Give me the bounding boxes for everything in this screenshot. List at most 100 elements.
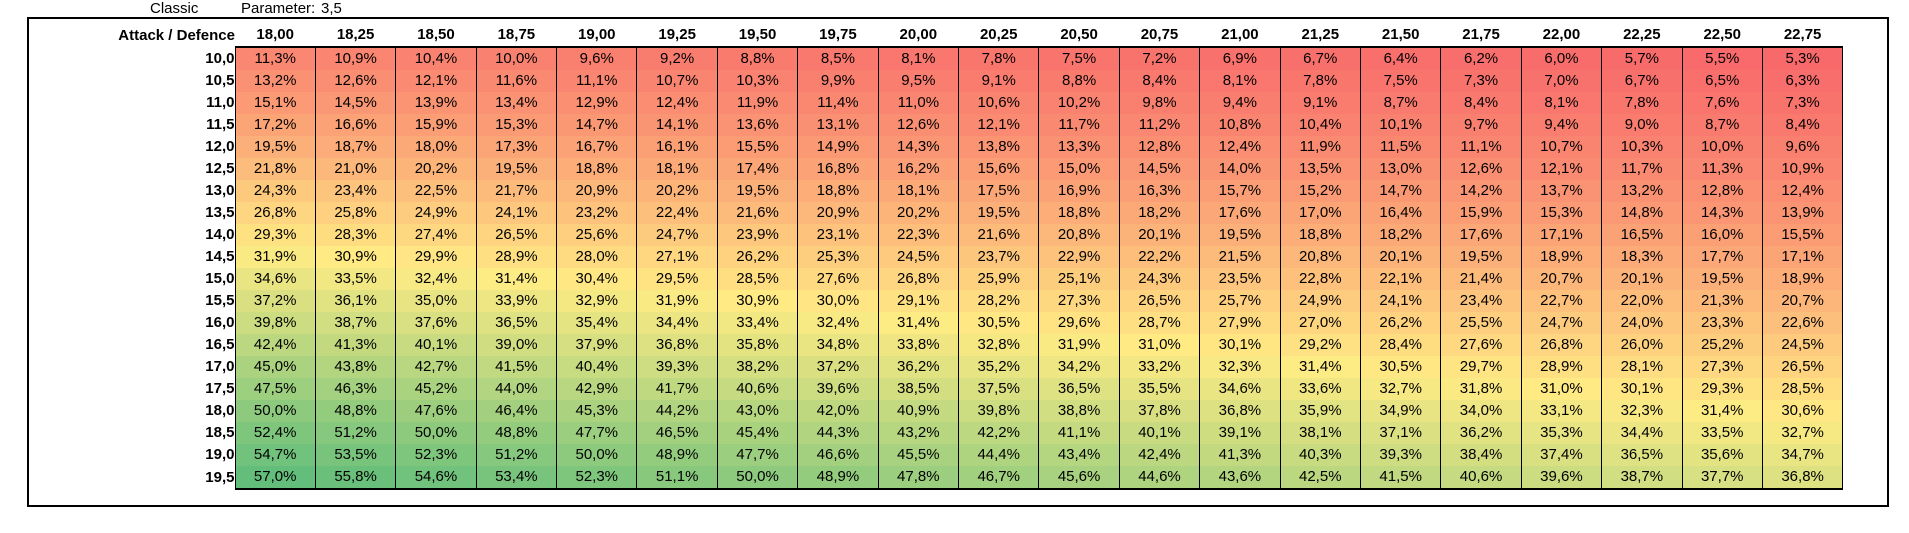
table-cell[interactable]: 12,8% bbox=[1118, 136, 1201, 158]
table-cell[interactable]: 20,1% bbox=[1601, 268, 1683, 290]
table-cell[interactable]: 5,3% bbox=[1761, 47, 1844, 70]
table-cell[interactable]: 11,3% bbox=[1681, 158, 1763, 180]
table-cell[interactable]: 38,2% bbox=[716, 356, 799, 378]
table-cell[interactable]: 41,5% bbox=[475, 356, 558, 378]
table-cell[interactable]: 53,4% bbox=[475, 466, 558, 490]
table-cell[interactable]: 8,7% bbox=[1359, 92, 1442, 114]
table-cell[interactable]: 16,0% bbox=[1681, 224, 1763, 246]
table-cell[interactable]: 36,5% bbox=[1601, 444, 1683, 466]
table-cell[interactable]: 39,3% bbox=[636, 356, 718, 378]
table-cell[interactable]: 29,1% bbox=[877, 290, 960, 312]
table-cell[interactable]: 18,1% bbox=[877, 180, 960, 202]
table-cell[interactable]: 26,0% bbox=[1601, 334, 1683, 356]
table-cell[interactable]: 13,1% bbox=[797, 114, 879, 136]
table-cell[interactable]: 17,6% bbox=[1440, 224, 1522, 246]
table-cell[interactable]: 36,8% bbox=[636, 334, 718, 356]
table-cell[interactable]: 17,7% bbox=[1681, 246, 1763, 268]
table-cell[interactable]: 52,3% bbox=[395, 444, 477, 466]
table-cell[interactable]: 52,4% bbox=[234, 422, 316, 444]
table-cell[interactable]: 15,3% bbox=[1520, 202, 1603, 224]
table-cell[interactable]: 42,0% bbox=[797, 400, 879, 422]
table-cell[interactable]: 27,0% bbox=[1279, 312, 1361, 334]
table-cell[interactable]: 14,3% bbox=[877, 136, 960, 158]
table-cell[interactable]: 47,7% bbox=[556, 422, 638, 444]
table-cell[interactable]: 32,4% bbox=[395, 268, 477, 290]
table-cell[interactable]: 12,4% bbox=[636, 92, 718, 114]
table-cell[interactable]: 25,9% bbox=[958, 268, 1040, 290]
table-cell[interactable]: 6,7% bbox=[1601, 70, 1683, 92]
table-cell[interactable]: 18,8% bbox=[797, 180, 879, 202]
table-cell[interactable]: 19,5% bbox=[475, 158, 558, 180]
table-cell[interactable]: 27,3% bbox=[1038, 290, 1120, 312]
table-cell[interactable]: 37,2% bbox=[797, 356, 879, 378]
table-cell[interactable]: 38,1% bbox=[1279, 422, 1361, 444]
table-cell[interactable]: 11,3% bbox=[234, 47, 316, 70]
table-cell[interactable]: 21,6% bbox=[958, 224, 1040, 246]
table-cell[interactable]: 14,8% bbox=[1601, 202, 1683, 224]
table-cell[interactable]: 31,4% bbox=[877, 312, 960, 334]
table-cell[interactable]: 35,9% bbox=[1279, 400, 1361, 422]
table-cell[interactable]: 22,2% bbox=[1118, 246, 1201, 268]
table-cell[interactable]: 34,8% bbox=[797, 334, 879, 356]
table-cell[interactable]: 36,1% bbox=[314, 290, 397, 312]
table-cell[interactable]: 13,3% bbox=[1038, 136, 1120, 158]
table-cell[interactable]: 12,6% bbox=[877, 114, 960, 136]
table-cell[interactable]: 23,1% bbox=[797, 224, 879, 246]
table-cell[interactable]: 20,7% bbox=[1520, 268, 1603, 290]
table-cell[interactable]: 40,1% bbox=[395, 334, 477, 356]
table-cell[interactable]: 34,0% bbox=[1440, 400, 1522, 422]
table-cell[interactable]: 22,3% bbox=[877, 224, 960, 246]
table-cell[interactable]: 11,9% bbox=[716, 92, 799, 114]
table-cell[interactable]: 44,3% bbox=[797, 422, 879, 444]
table-cell[interactable]: 45,4% bbox=[716, 422, 799, 444]
table-cell[interactable]: 33,5% bbox=[1681, 422, 1763, 444]
table-cell[interactable]: 18,2% bbox=[1359, 224, 1442, 246]
table-cell[interactable]: 44,4% bbox=[958, 444, 1040, 466]
table-cell[interactable]: 23,5% bbox=[1199, 268, 1281, 290]
table-cell[interactable]: 34,4% bbox=[1601, 422, 1683, 444]
table-cell[interactable]: 24,9% bbox=[1279, 290, 1361, 312]
table-cell[interactable]: 10,4% bbox=[395, 47, 477, 70]
table-cell[interactable]: 12,4% bbox=[1199, 136, 1281, 158]
table-cell[interactable]: 28,9% bbox=[1520, 356, 1603, 378]
table-cell[interactable]: 36,5% bbox=[1038, 378, 1120, 400]
table-cell[interactable]: 11,1% bbox=[556, 70, 638, 92]
table-cell[interactable]: 6,2% bbox=[1440, 47, 1522, 70]
table-cell[interactable]: 39,0% bbox=[475, 334, 558, 356]
table-cell[interactable]: 12,9% bbox=[556, 92, 638, 114]
table-cell[interactable]: 40,6% bbox=[716, 378, 799, 400]
table-cell[interactable]: 17,1% bbox=[1761, 246, 1844, 268]
table-cell[interactable]: 8,4% bbox=[1440, 92, 1522, 114]
table-cell[interactable]: 42,2% bbox=[958, 422, 1040, 444]
table-cell[interactable]: 39,8% bbox=[234, 312, 316, 334]
table-cell[interactable]: 11,7% bbox=[1601, 158, 1683, 180]
table-cell[interactable]: 12,8% bbox=[1681, 180, 1763, 202]
table-cell[interactable]: 11,7% bbox=[1038, 114, 1120, 136]
table-cell[interactable]: 21,0% bbox=[314, 158, 397, 180]
table-cell[interactable]: 26,2% bbox=[1359, 312, 1442, 334]
table-cell[interactable]: 15,1% bbox=[234, 92, 316, 114]
table-cell[interactable]: 37,4% bbox=[1520, 444, 1603, 466]
table-cell[interactable]: 34,2% bbox=[1038, 356, 1120, 378]
table-cell[interactable]: 10,2% bbox=[1038, 92, 1120, 114]
table-cell[interactable]: 22,8% bbox=[1279, 268, 1361, 290]
table-cell[interactable]: 20,7% bbox=[1761, 290, 1844, 312]
table-cell[interactable]: 40,1% bbox=[1118, 422, 1201, 444]
table-cell[interactable]: 46,7% bbox=[958, 466, 1040, 490]
table-cell[interactable]: 35,2% bbox=[958, 356, 1040, 378]
table-cell[interactable]: 20,8% bbox=[1038, 224, 1120, 246]
table-cell[interactable]: 10,1% bbox=[1359, 114, 1442, 136]
table-cell[interactable]: 43,2% bbox=[877, 422, 960, 444]
table-cell[interactable]: 53,5% bbox=[314, 444, 397, 466]
table-cell[interactable]: 14,1% bbox=[636, 114, 718, 136]
table-cell[interactable]: 30,4% bbox=[556, 268, 638, 290]
table-cell[interactable]: 23,9% bbox=[716, 224, 799, 246]
table-cell[interactable]: 18,2% bbox=[1118, 202, 1201, 224]
table-cell[interactable]: 33,4% bbox=[716, 312, 799, 334]
table-cell[interactable]: 24,0% bbox=[1601, 312, 1683, 334]
table-cell[interactable]: 16,2% bbox=[877, 158, 960, 180]
table-cell[interactable]: 21,7% bbox=[475, 180, 558, 202]
table-cell[interactable]: 35,0% bbox=[395, 290, 477, 312]
table-cell[interactable]: 12,6% bbox=[314, 70, 397, 92]
table-cell[interactable]: 51,2% bbox=[475, 444, 558, 466]
